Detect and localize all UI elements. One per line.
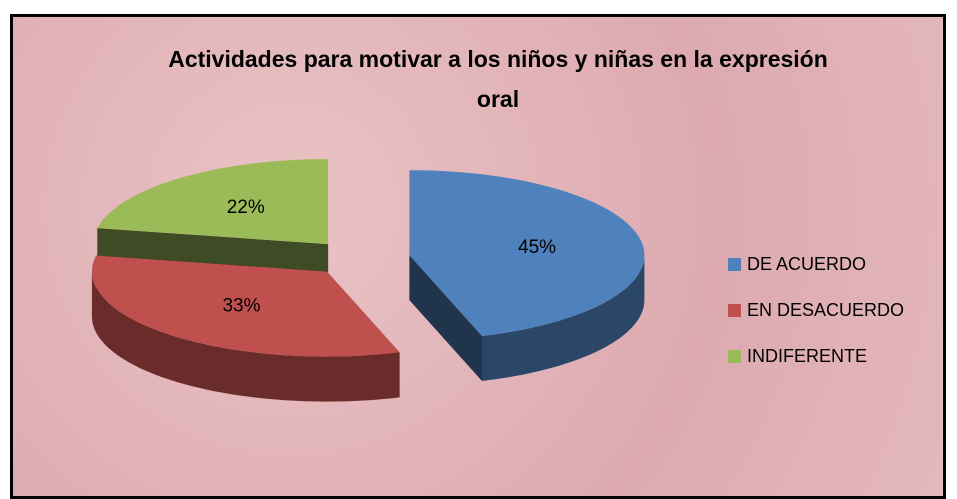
data-label: 45% bbox=[518, 237, 556, 258]
legend-label: EN DESACUERDO bbox=[747, 300, 904, 320]
legend-label: DE ACUERDO bbox=[747, 254, 866, 274]
legend-swatch bbox=[728, 350, 741, 363]
data-label: 22% bbox=[227, 197, 265, 218]
slice bbox=[97, 159, 329, 245]
slice-side bbox=[91, 271, 400, 402]
legend-swatch bbox=[728, 258, 741, 271]
chart: 22% 45% 33% DE ACUERDO EN DESACUERDO INDIFERE… bbox=[91, 159, 904, 402]
slice-side bbox=[409, 255, 483, 382]
legend-label: INDIFERENTE bbox=[747, 346, 867, 366]
chart-frame: Actividades para motivar a los niños y n… bbox=[10, 14, 946, 499]
chart-title: Actividades para motivar a los niños y n… bbox=[168, 46, 828, 112]
slice bbox=[92, 255, 400, 357]
slice-side bbox=[482, 255, 645, 381]
data-label: 33% bbox=[222, 296, 260, 317]
slice bbox=[409, 170, 645, 336]
legend-swatch bbox=[728, 304, 741, 317]
